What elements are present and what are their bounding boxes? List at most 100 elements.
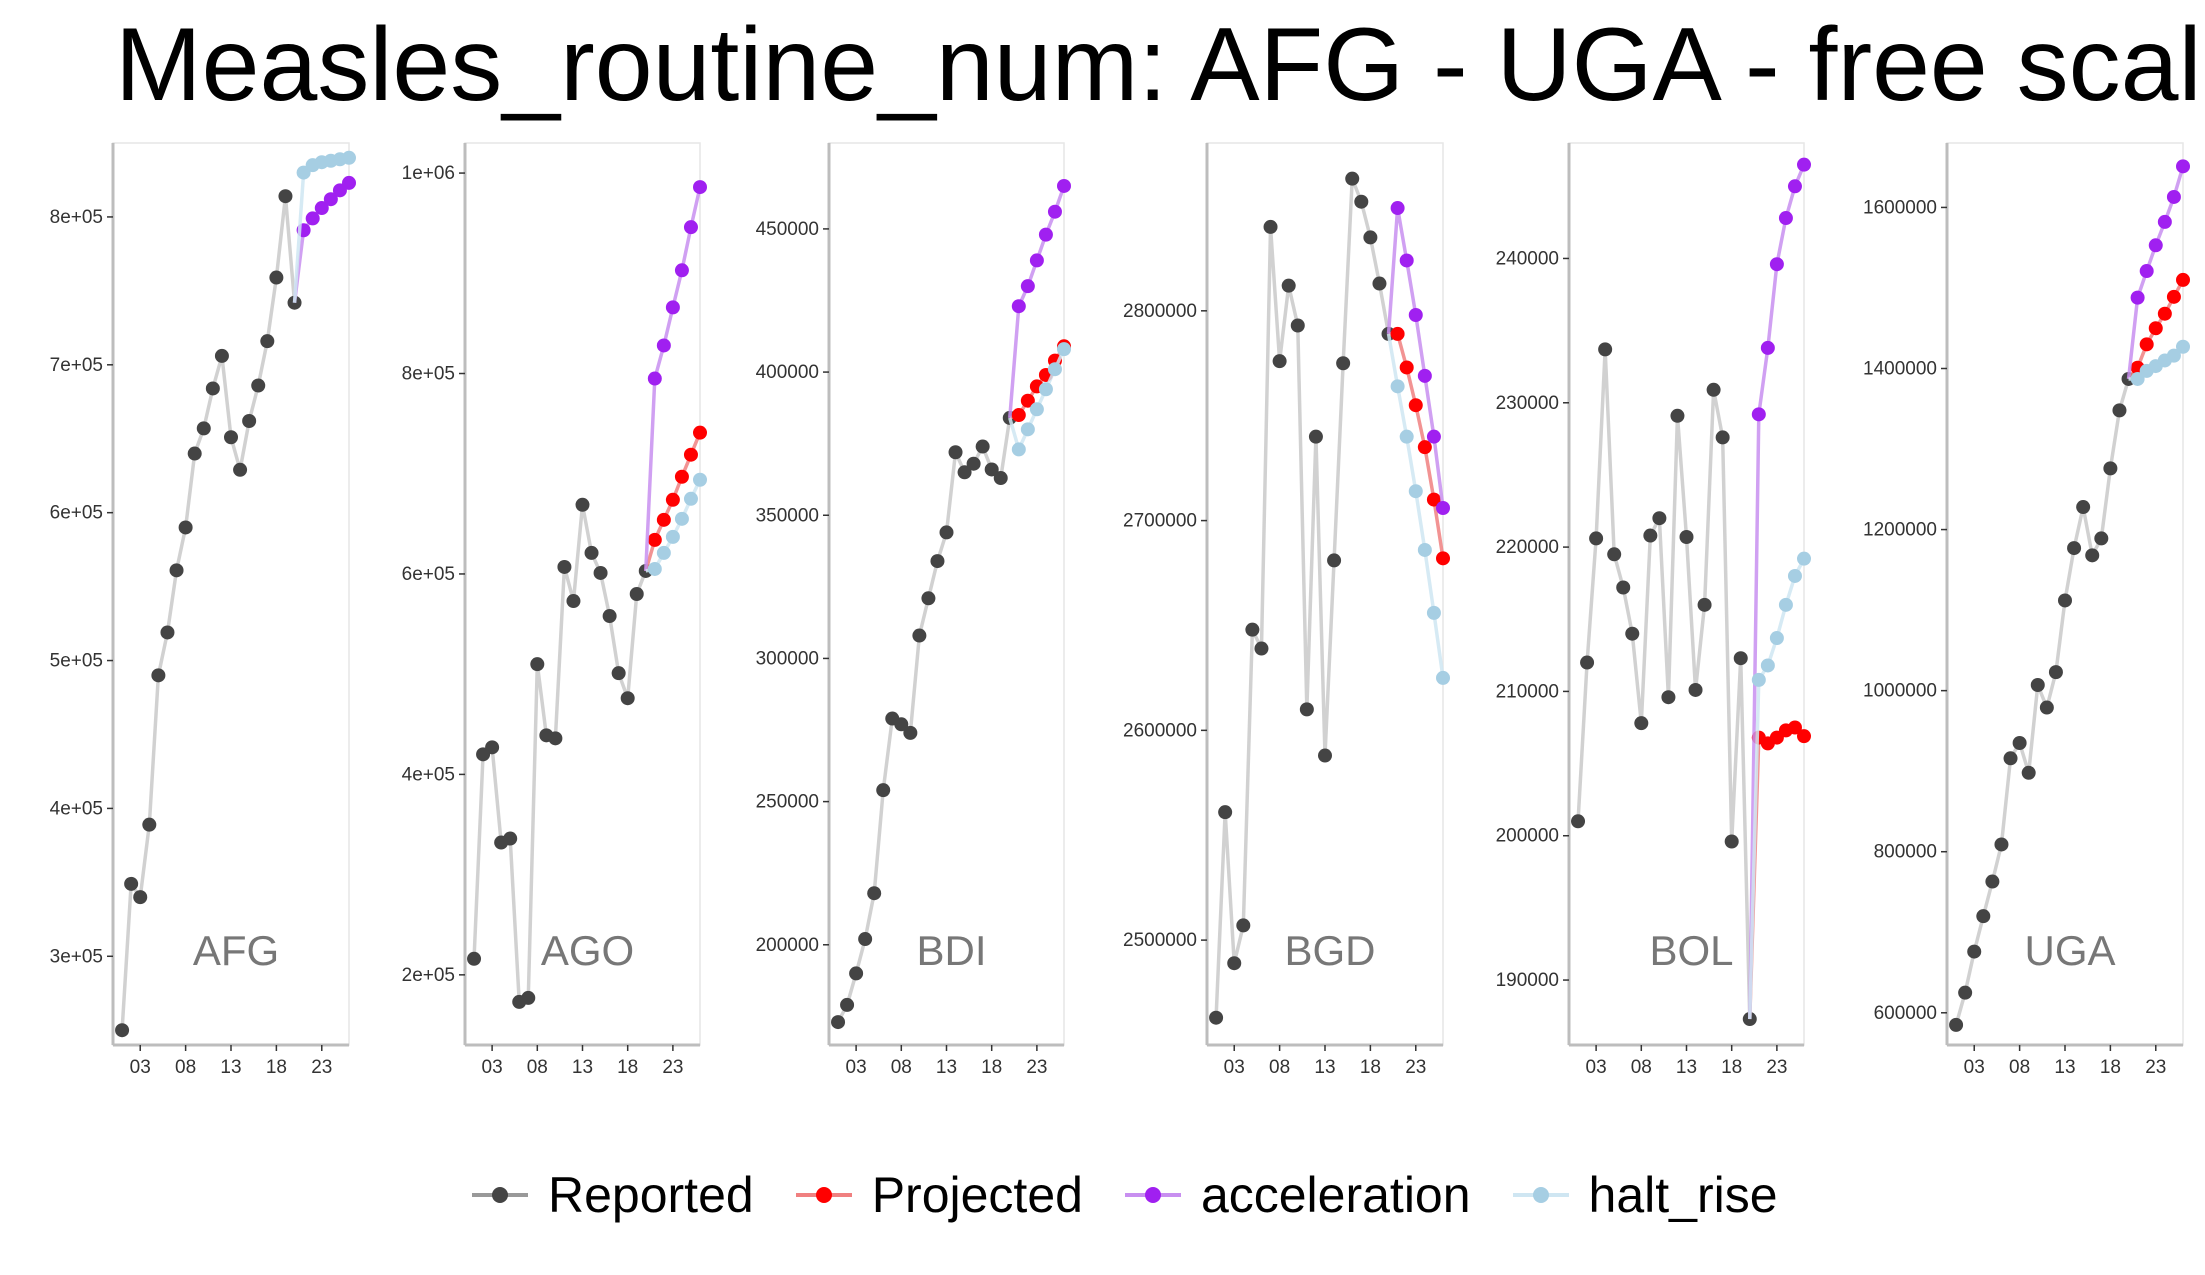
series-line-reported (1214, 178, 1391, 1018)
data-point-reported (1589, 531, 1604, 546)
data-point-acceleration (323, 192, 338, 207)
data-point-projected (2157, 306, 2172, 321)
data-point-reported (1670, 408, 1685, 423)
x-tick-label: 03 (1964, 1057, 1985, 1078)
x-tick-label: 08 (527, 1057, 548, 1078)
data-point-reported (1679, 529, 1694, 544)
data-point-reported (912, 628, 927, 643)
data-point-reported (530, 657, 545, 672)
series-line-acceleration (1386, 207, 1445, 509)
x-tick-label: 18 (266, 1057, 287, 1078)
x-tick-label: 08 (1269, 1057, 1290, 1078)
data-point-reported (1336, 356, 1351, 371)
data-point-halt-rise (1038, 382, 1053, 397)
data-point-reported (1607, 547, 1622, 562)
data-point-reported (957, 465, 972, 480)
data-point-reported (1308, 429, 1323, 444)
x-tick-label: 23 (1405, 1057, 1426, 1078)
data-point-reported (1245, 622, 1260, 637)
data-point-reported (467, 951, 482, 966)
panel-label-ago: AGO (541, 927, 634, 974)
legend-key-reported (472, 1187, 528, 1203)
data-point-reported (1354, 194, 1369, 209)
series-line-acceleration (1748, 163, 1806, 1020)
data-point-reported (548, 731, 563, 746)
y-tick-label: 8e+05 (402, 364, 455, 385)
y-tick-label: 400000 (756, 362, 819, 383)
data-point-reported (214, 348, 229, 363)
data-point-reported (2103, 461, 2118, 476)
data-point-halt-rise (1417, 542, 1432, 557)
data-point-reported (2058, 593, 2072, 608)
data-point-reported (1616, 580, 1631, 595)
data-point-projected (1390, 326, 1405, 341)
y-tick-label: 4e+05 (402, 764, 455, 785)
data-point-reported (2085, 548, 2100, 563)
data-point-reported (503, 831, 518, 846)
x-tick-label: 08 (2009, 1057, 2030, 1078)
y-tick-label: 350000 (756, 505, 819, 526)
series-line-reported (120, 196, 297, 1031)
data-point-reported (178, 520, 193, 535)
legend-item-halt-rise: halt_rise (1511, 1166, 1778, 1224)
data-point-reported (966, 456, 981, 471)
data-point-reported (840, 997, 855, 1012)
legend-key-acceleration (1124, 1187, 1181, 1203)
panel-label-uga: UGA (2024, 927, 2115, 974)
data-point-halt-rise (1436, 670, 1450, 685)
data-point-acceleration (1399, 253, 1414, 268)
data-point-reported (196, 421, 211, 436)
data-point-reported (557, 559, 572, 574)
data-point-acceleration (693, 180, 707, 195)
data-point-acceleration (1011, 299, 1026, 314)
legend-item-acceleration: acceleration (1123, 1166, 1471, 1224)
data-point-acceleration (305, 211, 320, 226)
y-tick-label: 250000 (756, 792, 819, 813)
data-point-reported (2067, 541, 2082, 556)
data-point-reported (142, 817, 157, 832)
x-tick-label: 03 (1224, 1057, 1245, 1078)
x-tick-label: 13 (1676, 1057, 1697, 1078)
data-point-reported (1994, 837, 2009, 852)
data-point-reported (858, 932, 873, 947)
data-point-projected (1020, 393, 1035, 408)
y-tick-label: 1000000 (1863, 681, 1937, 702)
panel-bol: 190000 200000 210000 220000 230000 240000 03 08… (1496, 142, 1811, 1078)
data-point-halt-rise (1390, 379, 1405, 394)
data-point-projected (1408, 398, 1423, 413)
data-point-reported (160, 625, 175, 640)
y-tick-label: 1e+06 (402, 163, 455, 184)
data-point-reported (1363, 230, 1378, 245)
data-point-reported (1372, 276, 1387, 291)
data-point-halt-rise (656, 545, 671, 560)
data-point-reported (1209, 1010, 1224, 1025)
data-point-acceleration (1390, 201, 1405, 216)
data-point-projected (656, 512, 671, 527)
data-point-acceleration (1029, 253, 1044, 268)
panel-label-afg: AFG (193, 927, 279, 974)
data-point-acceleration (647, 371, 662, 386)
data-point-reported (269, 270, 284, 285)
x-tick-label: 18 (617, 1057, 638, 1078)
data-point-reported (1643, 528, 1658, 543)
panel-bdi: 200000 250000 300000 350000 400000 450000 03 08… (756, 142, 1071, 1078)
data-point-acceleration (1760, 340, 1775, 355)
data-point-reported (876, 783, 891, 798)
data-point-reported (2003, 751, 2018, 766)
data-point-reported (1263, 219, 1278, 234)
y-tick-label: 190000 (1496, 970, 1559, 991)
data-point-halt-rise (674, 511, 689, 526)
data-point-reported (1949, 1017, 1964, 1032)
data-point-reported (1985, 874, 2000, 889)
x-tick-label: 03 (130, 1057, 151, 1078)
data-point-reported (1625, 626, 1640, 641)
data-point-reported (611, 666, 626, 681)
y-tick-label: 4e+05 (50, 798, 103, 819)
y-tick-label: 210000 (1496, 681, 1559, 702)
data-point-reported (1327, 553, 1342, 568)
data-point-acceleration (1769, 257, 1784, 272)
data-point-projected (674, 469, 689, 484)
data-point-reported (894, 717, 909, 732)
data-point-projected (683, 447, 698, 462)
legend-item-reported: Reported (470, 1166, 754, 1224)
